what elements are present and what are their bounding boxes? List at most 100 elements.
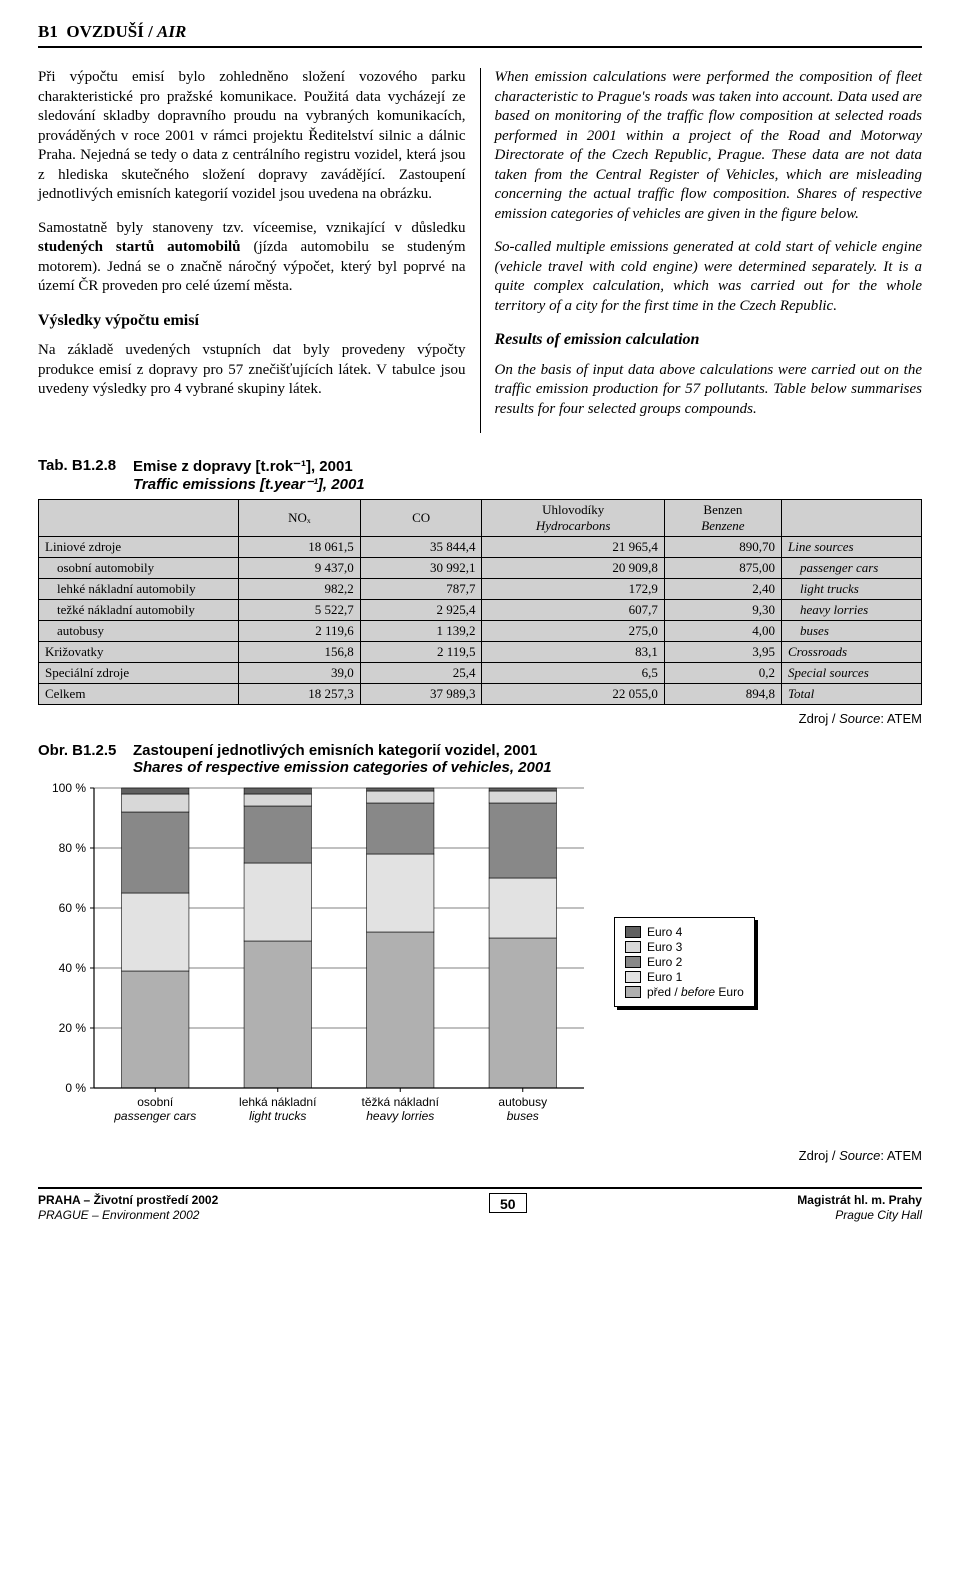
- cell-value: 2,40: [664, 579, 781, 600]
- cell-value: 3,95: [664, 642, 781, 663]
- figure-caption: Obr. B1.2.5 Zastoupení jednotlivých emis…: [38, 742, 922, 776]
- legend-label: Euro 1: [647, 970, 682, 984]
- cell-value: 20 909,8: [482, 558, 664, 579]
- row-label-cz: Speciální zdroje: [39, 663, 239, 684]
- chart-legend: Euro 4Euro 3Euro 2Euro 1před / before Eu…: [614, 917, 755, 1007]
- source-label-cz: Zdroj: [799, 711, 829, 726]
- title-en: AIR: [157, 22, 186, 41]
- cell-value: 275,0: [482, 621, 664, 642]
- cz-subhead: Výsledky výpočtu emisí: [38, 311, 466, 332]
- cell-value: 2 119,6: [239, 621, 361, 642]
- legend-swatch: [625, 956, 641, 968]
- cell-value: 2 925,4: [360, 600, 482, 621]
- footer-left-cz: PRAHA – Životní prostředí 2002: [38, 1193, 218, 1207]
- svg-text:autobusy: autobusy: [498, 1095, 547, 1109]
- svg-text:osobní: osobní: [137, 1095, 174, 1109]
- table-caption: Tab. B1.2.8 Emise z dopravy [t.rok⁻¹], 2…: [38, 457, 922, 493]
- source-value: ATEM: [887, 711, 922, 726]
- footer-left: PRAHA – Životní prostředí 2002 PRAGUE – …: [38, 1193, 218, 1222]
- table-col-5: [782, 500, 922, 537]
- cell-value: 18 061,5: [239, 537, 361, 558]
- svg-text:light trucks: light trucks: [249, 1109, 306, 1123]
- table-row: Speciální zdroje39,025,46,50,2Special so…: [39, 663, 922, 684]
- row-label-en: buses: [782, 621, 922, 642]
- legend-item: Euro 1: [625, 970, 744, 984]
- cell-value: 21 965,4: [482, 537, 664, 558]
- cz-p2: Samostatně byly stanoveny tzv. víceemise…: [38, 219, 466, 297]
- table-row: osobní automobily9 437,030 992,120 909,8…: [39, 558, 922, 579]
- legend-swatch: [625, 986, 641, 998]
- row-label-en: passenger cars: [782, 558, 922, 579]
- table-body: Liniové zdroje18 061,535 844,421 965,489…: [39, 537, 922, 705]
- figure-title: Zastoupení jednotlivých emisních kategor…: [133, 742, 552, 776]
- footer-left-en: PRAGUE – Environment 2002: [38, 1208, 199, 1222]
- row-label-en: Crossroads: [782, 642, 922, 663]
- row-label-en: Special sources: [782, 663, 922, 684]
- figure-label: Obr. B1.2.5: [38, 742, 133, 776]
- row-label-cz: autobusy: [39, 621, 239, 642]
- table-col-3: UhlovodíkyHydrocarbons: [482, 500, 664, 537]
- legend-label: Euro 3: [647, 940, 682, 954]
- cell-value: 18 257,3: [239, 684, 361, 705]
- table-col-2: CO: [360, 500, 482, 537]
- cell-value: 35 844,4: [360, 537, 482, 558]
- cell-value: 890,70: [664, 537, 781, 558]
- table-col-4: BenzenBenzene: [664, 500, 781, 537]
- fsource-value: ATEM: [887, 1148, 922, 1163]
- table-row: lehké nákladní automobily982,2787,7172,9…: [39, 579, 922, 600]
- row-label-en: heavy lorries: [782, 600, 922, 621]
- body-columns: Při výpočtu emisí bylo zohledněno složen…: [38, 68, 922, 433]
- cell-value: 5 522,7: [239, 600, 361, 621]
- svg-text:lehká nákladní: lehká nákladní: [239, 1095, 317, 1109]
- cell-value: 607,7: [482, 600, 664, 621]
- table-title: Emise z dopravy [t.rok⁻¹], 2001 Traffic …: [133, 457, 365, 493]
- cell-value: 172,9: [482, 579, 664, 600]
- figure-title-cz: Zastoupení jednotlivých emisních kategor…: [133, 742, 537, 759]
- fsource-label-cz: Zdroj: [799, 1148, 829, 1163]
- legend-item: Euro 3: [625, 940, 744, 954]
- cell-value: 4,00: [664, 621, 781, 642]
- table-row: autobusy2 119,61 139,2275,04,00buses: [39, 621, 922, 642]
- cell-value: 6,5: [482, 663, 664, 684]
- cell-value: 2 119,5: [360, 642, 482, 663]
- row-label-en: Total: [782, 684, 922, 705]
- emissions-table: NOₓCOUhlovodíkyHydrocarbonsBenzenBenzene…: [38, 499, 922, 705]
- legend-item: před / before Euro: [625, 985, 744, 999]
- row-label-cz: osobní automobily: [39, 558, 239, 579]
- cell-value: 875,00: [664, 558, 781, 579]
- figure-title-en: Shares of respective emission categories…: [133, 759, 552, 776]
- legend-item: Euro 2: [625, 955, 744, 969]
- cell-value: 83,1: [482, 642, 664, 663]
- chart-container: 0 %20 %40 %60 %80 %100 %osobnípassenger …: [38, 782, 922, 1142]
- title-cz: OVZDUŠÍ: [66, 22, 143, 41]
- chart-svg: 0 %20 %40 %60 %80 %100 %osobnípassenger …: [38, 782, 598, 1142]
- cell-value: 9 437,0: [239, 558, 361, 579]
- cell-value: 9,30: [664, 600, 781, 621]
- table-row: Križovatky156,82 119,583,13,95Crossroads: [39, 642, 922, 663]
- cell-value: 0,2: [664, 663, 781, 684]
- row-label-en: Line sources: [782, 537, 922, 558]
- en-p2: So-called multiple emissions generated a…: [495, 238, 923, 316]
- slash: /: [148, 22, 157, 41]
- legend-label: Euro 2: [647, 955, 682, 969]
- cell-value: 25,4: [360, 663, 482, 684]
- row-label-cz: Celkem: [39, 684, 239, 705]
- footer-right: Magistrát hl. m. Prahy Prague City Hall: [797, 1193, 922, 1222]
- legend-swatch: [625, 941, 641, 953]
- legend-item: Euro 4: [625, 925, 744, 939]
- cell-value: 30 992,1: [360, 558, 482, 579]
- en-p1: When emission calculations were performe…: [495, 68, 923, 224]
- page-footer: PRAHA – Životní prostředí 2002 PRAGUE – …: [38, 1187, 922, 1222]
- section-code: B1: [38, 22, 58, 41]
- svg-text:heavy lorries: heavy lorries: [366, 1109, 434, 1123]
- column-czech: Při výpočtu emisí bylo zohledněno složen…: [38, 68, 481, 433]
- table-row: Celkem18 257,337 989,322 055,0894,8Total: [39, 684, 922, 705]
- legend-swatch: [625, 971, 641, 983]
- table-source: Zdroj / Source: ATEM: [38, 711, 922, 726]
- row-label-en: light trucks: [782, 579, 922, 600]
- table-header-row: NOₓCOUhlovodíkyHydrocarbonsBenzenBenzene: [39, 500, 922, 537]
- fsource-label-en: Source: [839, 1148, 880, 1163]
- footer-right-en: Prague City Hall: [835, 1208, 922, 1222]
- svg-text:20 %: 20 %: [59, 1021, 87, 1035]
- legend-label: Euro 4: [647, 925, 682, 939]
